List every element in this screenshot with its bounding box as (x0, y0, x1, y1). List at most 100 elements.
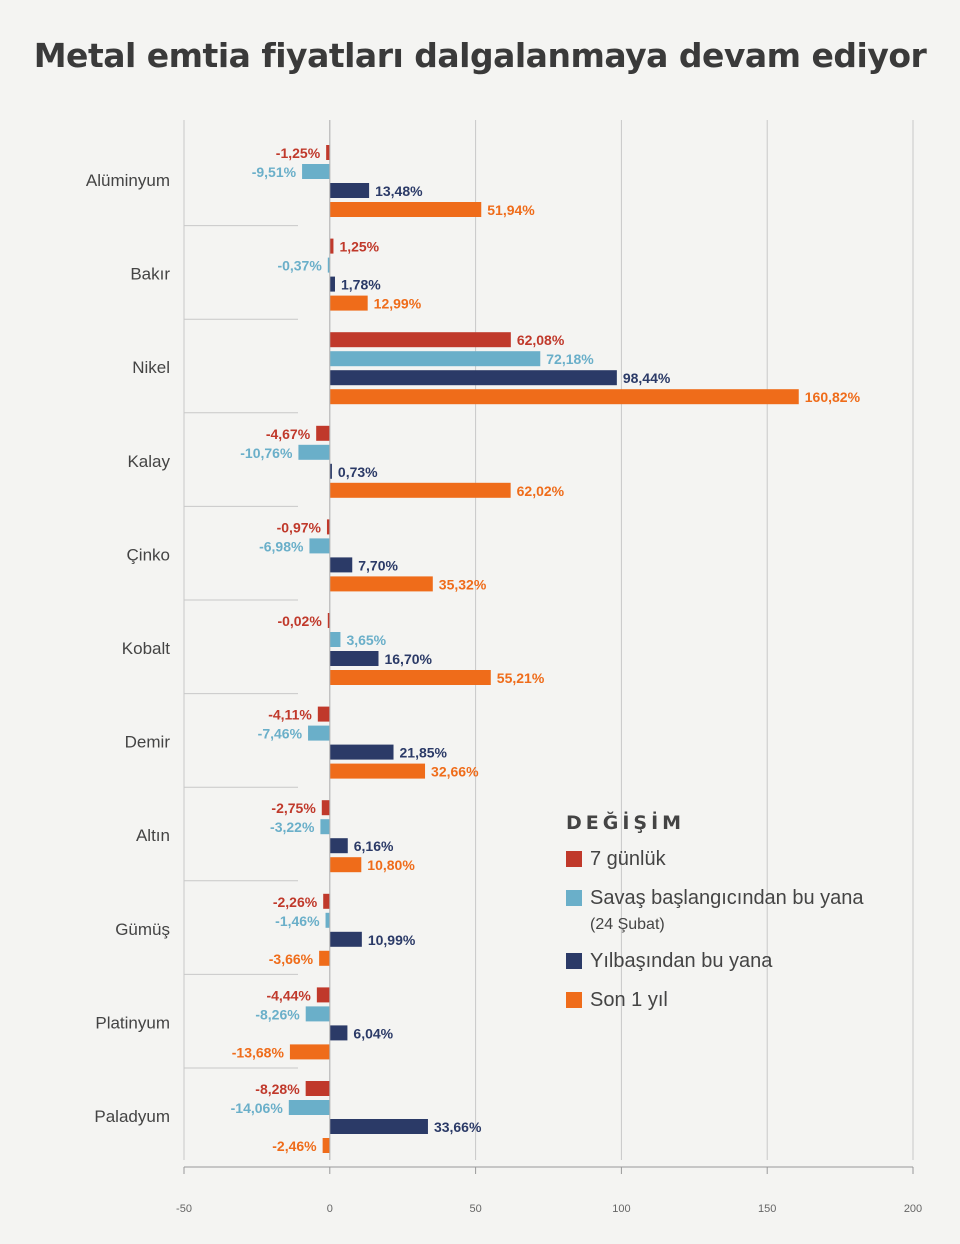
data-label: 10,99% (368, 932, 416, 948)
bar (329, 670, 491, 685)
x-tick-label: -50 (176, 1203, 192, 1215)
data-label: -2,75% (271, 800, 316, 816)
bar (329, 332, 511, 348)
bar (329, 763, 426, 779)
bar (323, 893, 330, 909)
bar (329, 1025, 348, 1041)
category-label: Platinyum (95, 1013, 170, 1032)
legend-item-yilbasi: Yılbaşından bu yana (566, 950, 864, 973)
data-label: 21,85% (400, 745, 448, 761)
data-label: -4,67% (266, 426, 311, 442)
bar (289, 1044, 330, 1060)
data-label: -8,26% (255, 1006, 300, 1022)
data-label: 3,65% (346, 632, 386, 648)
category-label: Alüminyum (86, 171, 170, 190)
legend-item-son-1-yil: Son 1 yıl (566, 989, 864, 1012)
legend-swatch-yilbasi (566, 953, 582, 970)
data-label: -2,46% (272, 1138, 317, 1154)
data-label: 1,25% (339, 239, 379, 255)
data-label: -1,25% (276, 145, 321, 161)
data-label: 32,66% (431, 764, 479, 780)
chart-title: Metal emtia fiyatları dalgalanmaya devam… (33, 36, 927, 75)
bar (329, 370, 617, 386)
data-label: 35,32% (439, 576, 487, 592)
data-label: -3,66% (269, 951, 314, 967)
category-label: Kobalt (122, 639, 170, 658)
bar (302, 164, 330, 179)
bar (319, 950, 330, 966)
data-label: -8,28% (255, 1081, 300, 1097)
data-label: 6,04% (353, 1025, 393, 1041)
bar (329, 651, 379, 666)
category-label: Paladyum (94, 1107, 170, 1126)
data-label: 7,70% (358, 557, 398, 573)
bar (329, 632, 341, 647)
bar (329, 351, 541, 367)
data-label: -0,37% (277, 258, 322, 274)
bar (326, 519, 330, 535)
data-label: 0,73% (338, 464, 378, 480)
bar (298, 444, 330, 460)
bar (288, 1100, 330, 1115)
legend-swatch-son-1-yil (566, 992, 582, 1009)
data-label: -4,11% (268, 707, 312, 723)
category-label: Demir (125, 733, 171, 752)
data-label: 55,21% (497, 670, 545, 686)
data-label: 1,78% (341, 277, 381, 293)
bar (305, 1006, 330, 1022)
data-label: -0,97% (277, 519, 322, 535)
bar (325, 912, 330, 928)
x-tick-label: 150 (758, 1203, 776, 1215)
data-label: -1,46% (275, 913, 320, 929)
data-label: -2,26% (273, 894, 318, 910)
data-label: -7,46% (258, 726, 303, 742)
bar (322, 1138, 330, 1153)
bar (329, 857, 362, 873)
legend-label: Savaş başlangıcından bu yana (24 Şubat) (590, 887, 864, 934)
category-label: Altın (136, 826, 170, 845)
data-label: -10,76% (240, 445, 293, 461)
bar (329, 389, 799, 405)
bar (305, 1081, 330, 1096)
category-label: Kalay (127, 452, 170, 471)
data-label: -0,02% (277, 613, 322, 629)
bar (329, 238, 334, 254)
x-tick-label: 100 (612, 1203, 630, 1215)
legend-label-main: Savaş başlangıcından bu yana (590, 887, 864, 909)
data-label: 12,99% (374, 296, 422, 312)
bar (329, 576, 433, 592)
legend-item-savas: Savaş başlangıcından bu yana (24 Şubat) (566, 887, 864, 934)
bar (329, 1119, 428, 1134)
legend-label-sub: (24 Şubat) (590, 916, 665, 933)
legend-label: Son 1 yıl (590, 989, 668, 1012)
category-label: Bakır (130, 265, 170, 284)
bar (329, 557, 353, 573)
bar (329, 931, 362, 947)
bar (329, 295, 368, 311)
data-label: 6,16% (354, 838, 394, 854)
bar (321, 800, 330, 816)
bar (320, 819, 330, 835)
data-label: 160,82% (805, 389, 861, 405)
legend-label: Yılbaşından bu yana (590, 950, 773, 973)
category-label: Gümüş (115, 920, 170, 939)
data-label: -13,68% (232, 1044, 285, 1060)
bar (326, 145, 330, 160)
data-label: -9,51% (252, 164, 297, 180)
legend-item-7-gunluk: 7 günlük (566, 848, 864, 871)
bar (329, 183, 370, 198)
x-tick-label: 50 (469, 1203, 481, 1215)
bar (329, 463, 332, 479)
data-label: 62,08% (517, 332, 565, 348)
data-label: 16,70% (384, 651, 432, 667)
data-label: 98,44% (623, 370, 671, 386)
data-label: 10,80% (367, 857, 415, 873)
bar (309, 538, 330, 554)
bar (327, 257, 330, 273)
data-label: -14,06% (231, 1100, 284, 1116)
bar (316, 987, 330, 1003)
bar (329, 744, 394, 760)
data-label: 13,48% (375, 183, 423, 199)
